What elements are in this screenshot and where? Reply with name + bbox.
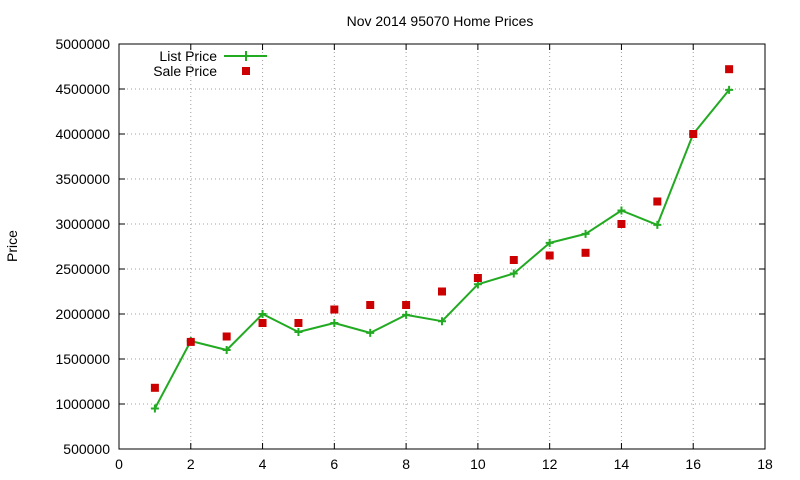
legend-label-sale-price: Sale Price [153, 63, 217, 79]
y-tick-label: 1000000 [55, 396, 110, 412]
list-price-point [366, 328, 375, 337]
list-price-point [150, 404, 159, 413]
y-tick-label: 4500000 [55, 81, 110, 97]
sale-price-point [653, 197, 662, 206]
list-price-line [154, 89, 730, 409]
y-tick-label: 3500000 [55, 171, 110, 187]
x-tick-label: 16 [685, 456, 701, 472]
sale-price-point [330, 305, 339, 314]
list-price-point [294, 328, 303, 336]
x-tick-label: 14 [614, 456, 630, 472]
sale-price-point [150, 383, 159, 392]
legend-label-list-price: List Price [159, 48, 217, 64]
chart-title: Nov 2014 95070 Home Prices [347, 13, 534, 29]
list-price-point [438, 317, 446, 326]
sale-price-point [402, 301, 411, 309]
legend-marker-list-price [241, 51, 251, 61]
sale-price-point [258, 319, 267, 327]
y-tick-label: 2500000 [55, 261, 110, 277]
list-price-point [330, 319, 339, 327]
list-price-point [402, 310, 411, 319]
sale-price-point [617, 220, 626, 228]
grid [119, 44, 765, 449]
sale-price-point [186, 337, 195, 346]
list-price-point [653, 220, 662, 229]
y-tick-label: 2000000 [55, 306, 110, 322]
sale-price-point [222, 332, 231, 341]
sale-price-point [689, 130, 698, 138]
plot-frame [118, 43, 766, 450]
sale-price-point [473, 274, 482, 282]
sale-price-point [545, 251, 554, 260]
list-price-point [545, 238, 554, 247]
x-tick-label: 12 [542, 456, 558, 472]
list-price-point [725, 85, 734, 94]
x-tick-label: 2 [187, 456, 195, 472]
sale-price-point [294, 319, 303, 327]
list-price-point [258, 310, 267, 318]
y-tick-label: 500000 [63, 441, 110, 457]
x-tick-label: 4 [259, 456, 267, 472]
y-tick-label: 4000000 [55, 126, 110, 142]
list-price-point [509, 269, 518, 278]
sale-price-point [581, 248, 590, 257]
legend-marker-sale-price [242, 67, 250, 75]
y-tick-label: 5000000 [55, 36, 110, 52]
sale-price-point [366, 301, 375, 309]
x-tick-label: 10 [470, 456, 486, 472]
x-tick-label: 6 [330, 456, 338, 472]
sale-price-point [725, 65, 734, 74]
x-tick-label: 18 [757, 456, 773, 472]
list-price-point [581, 229, 590, 238]
axes: 500000 1000000 1500000 2000000 2500000 300000… [55, 36, 773, 472]
sale-price-point [438, 287, 446, 296]
sale-price-point [509, 256, 518, 264]
plot-area [150, 65, 734, 413]
y-axis-label: Price [4, 230, 20, 262]
legend: List Price Sale Price [153, 48, 267, 79]
y-tick-label: 3000000 [55, 216, 110, 232]
x-tick-label: 0 [115, 456, 123, 472]
list-price-point [617, 206, 626, 215]
x-tick-label: 8 [402, 456, 410, 472]
y-tick-label: 1500000 [55, 351, 110, 367]
list-price-point [222, 346, 231, 354]
